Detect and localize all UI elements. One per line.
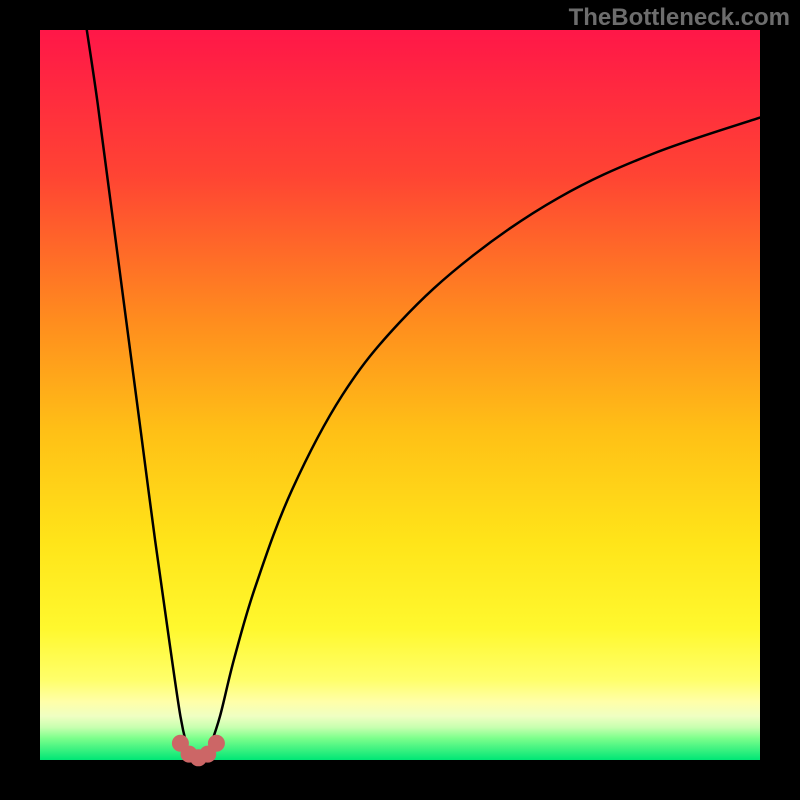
watermark-text: TheBottleneck.com — [569, 4, 790, 32]
plot-background — [40, 30, 760, 760]
bottleneck-chart-svg — [0, 0, 800, 800]
bottom-marker — [208, 735, 224, 751]
chart-container: TheBottleneck.com — [0, 0, 800, 800]
